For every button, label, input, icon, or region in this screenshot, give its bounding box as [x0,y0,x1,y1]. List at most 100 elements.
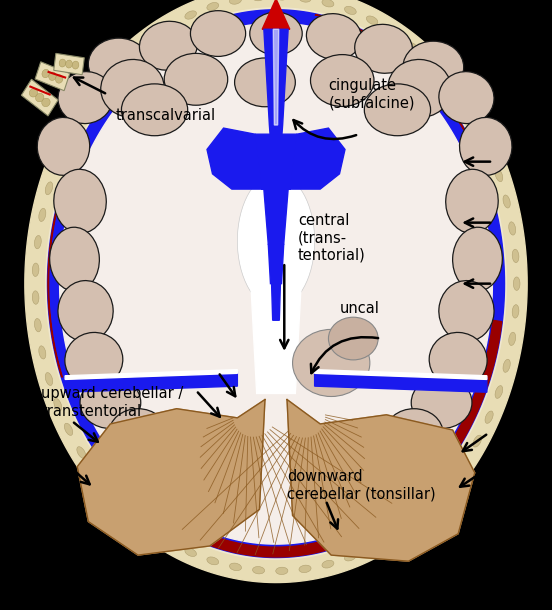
Ellipse shape [37,117,90,176]
Polygon shape [316,15,474,147]
Ellipse shape [385,409,443,458]
Ellipse shape [429,332,487,387]
Ellipse shape [55,75,63,83]
Ellipse shape [495,169,503,182]
Text: downward
cerebellar (tonsillar): downward cerebellar (tonsillar) [287,468,436,501]
Ellipse shape [512,249,519,263]
Polygon shape [315,370,487,379]
Ellipse shape [42,70,50,77]
Ellipse shape [35,93,44,102]
Ellipse shape [107,489,117,500]
Ellipse shape [109,409,167,458]
Polygon shape [255,134,297,189]
Ellipse shape [310,55,374,106]
Ellipse shape [164,54,227,105]
Ellipse shape [328,317,378,360]
Ellipse shape [65,423,73,436]
FancyBboxPatch shape [54,54,84,74]
Ellipse shape [411,376,472,428]
Polygon shape [264,189,288,244]
Ellipse shape [101,59,164,118]
Text: central
(trans-
tentorial): central (trans- tentorial) [298,213,366,263]
Ellipse shape [367,16,378,24]
Ellipse shape [66,60,72,68]
Polygon shape [25,0,527,583]
Ellipse shape [276,567,288,575]
Polygon shape [262,0,290,29]
Ellipse shape [407,515,418,525]
Ellipse shape [54,156,62,169]
Ellipse shape [237,174,315,308]
Ellipse shape [306,13,362,60]
Ellipse shape [185,11,197,19]
Polygon shape [65,371,237,392]
Ellipse shape [144,523,155,533]
Polygon shape [48,147,79,377]
Ellipse shape [299,565,311,573]
Ellipse shape [485,144,493,156]
Ellipse shape [509,332,516,345]
Ellipse shape [50,228,99,291]
Ellipse shape [125,507,135,517]
Text: transcalvarial: transcalvarial [116,109,216,123]
Ellipse shape [509,222,516,235]
Ellipse shape [459,458,468,469]
Ellipse shape [54,398,62,411]
Ellipse shape [88,38,149,90]
Ellipse shape [77,447,86,458]
Ellipse shape [230,563,241,570]
Ellipse shape [513,277,520,290]
Ellipse shape [107,68,117,79]
Ellipse shape [495,386,503,398]
Ellipse shape [426,59,436,69]
Ellipse shape [29,88,38,97]
Polygon shape [272,284,280,320]
Ellipse shape [344,6,356,15]
Ellipse shape [445,170,498,233]
Ellipse shape [364,84,431,136]
Ellipse shape [125,51,135,60]
Ellipse shape [439,71,494,124]
Ellipse shape [185,548,197,556]
Polygon shape [268,244,284,284]
Text: cingulate
(subfalcine): cingulate (subfalcine) [328,78,415,111]
Ellipse shape [485,411,493,423]
Polygon shape [77,400,265,555]
Ellipse shape [80,376,141,428]
Ellipse shape [426,498,436,508]
Polygon shape [251,290,301,393]
Ellipse shape [503,195,510,208]
Polygon shape [315,371,487,392]
Ellipse shape [39,209,46,221]
Polygon shape [264,29,288,177]
Ellipse shape [65,132,73,144]
Text: upward cerebellar /
transtentorial: upward cerebellar / transtentorial [41,386,184,419]
Ellipse shape [443,77,453,88]
Ellipse shape [77,109,86,121]
Ellipse shape [58,281,113,342]
Ellipse shape [58,71,113,124]
Ellipse shape [72,61,79,69]
Ellipse shape [164,22,175,30]
Ellipse shape [207,557,219,565]
Ellipse shape [473,120,482,132]
Ellipse shape [403,41,464,93]
Polygon shape [60,23,492,544]
Ellipse shape [91,468,100,479]
Ellipse shape [293,329,370,396]
Ellipse shape [252,567,264,574]
Polygon shape [287,128,345,189]
Ellipse shape [388,28,399,37]
Ellipse shape [39,346,46,359]
Polygon shape [19,0,533,589]
Polygon shape [47,10,505,558]
Ellipse shape [250,12,302,55]
Ellipse shape [34,235,41,249]
Ellipse shape [453,228,502,291]
Ellipse shape [42,98,50,107]
FancyBboxPatch shape [35,62,70,91]
Ellipse shape [512,304,519,318]
Polygon shape [287,400,475,561]
Ellipse shape [503,359,510,372]
Ellipse shape [459,117,512,176]
